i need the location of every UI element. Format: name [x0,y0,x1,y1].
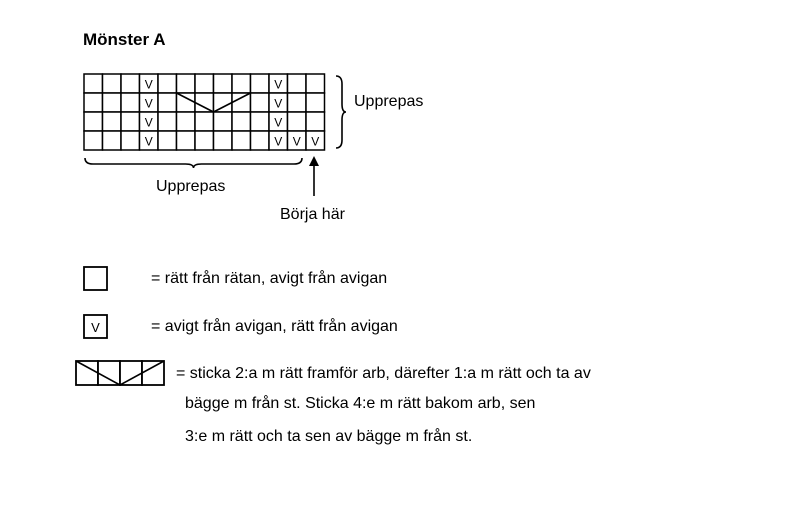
legend-text-1: = rätt från rätan, avigt från avigan [151,270,387,288]
svg-text:V: V [145,135,153,149]
svg-text:V: V [145,116,153,130]
legend-symbol-empty [83,266,109,292]
legend-symbol-v: V [83,314,109,340]
legend-text-3-line2: bägge m från st. Sticka 4:e m rätt bakom… [185,395,535,413]
svg-text:V: V [145,97,153,111]
svg-text:V: V [293,135,301,149]
legend-text-3-line1: = sticka 2:a m rätt framför arb, därefte… [176,365,591,383]
legend-item-2: V = avigt från avigan, rätt från avigan [83,314,398,340]
knitting-chart: VVVVVVVVVV [0,0,420,240]
svg-text:V: V [274,116,282,130]
svg-text:V: V [145,78,153,92]
start-here-label: Börja här [280,206,345,224]
repeat-label-bottom: Upprepas [156,178,225,196]
legend-text-2: = avigt från avigan, rätt från avigan [151,318,398,336]
svg-text:V: V [274,78,282,92]
svg-text:V: V [274,135,282,149]
svg-text:V: V [311,135,319,149]
svg-text:V: V [91,320,100,335]
legend-item-1: = rätt från rätan, avigt från avigan [83,266,387,292]
svg-text:V: V [274,97,282,111]
repeat-label-right: Upprepas [354,93,423,111]
legend-symbol-cable [75,360,167,388]
legend-text-3-line3: 3:e m rätt och ta sen av bägge m från st… [185,428,472,446]
